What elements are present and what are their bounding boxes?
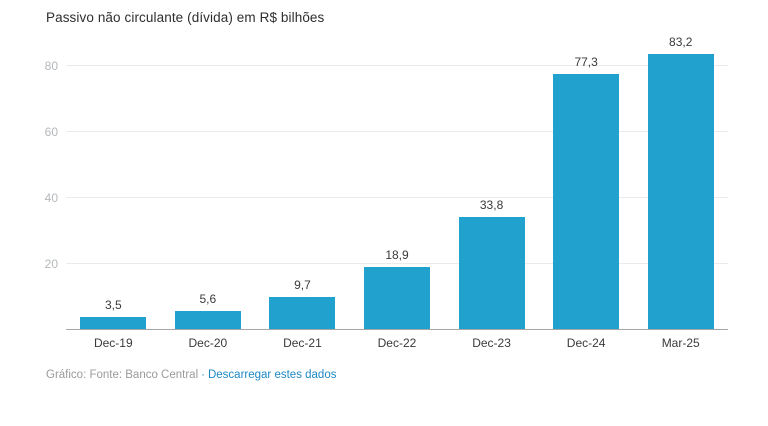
chart-title: Passivo não circulante (dívida) em R$ bi… <box>46 10 325 25</box>
bar-dec-20 <box>174 310 241 329</box>
bar-dec-19 <box>80 317 147 329</box>
footer-separator: · <box>201 369 205 381</box>
chart-footer: Gráfico: Fonte: Banco Central · Descarrega… <box>46 369 336 381</box>
download-data-link[interactable]: Descarregar estes dados <box>207 369 337 381</box>
gridline-80 <box>66 65 728 66</box>
x-tick-label-dec-19: Dec-19 <box>93 336 133 350</box>
x-tick-label-dec-21: Dec-21 <box>283 336 322 350</box>
value-label-dec-23: 33,8 <box>479 198 504 213</box>
x-tick-label-dec-23: Dec-23 <box>472 336 511 350</box>
value-label-dec-21: 9,7 <box>294 278 311 292</box>
y-tick-label-60: 60 <box>44 125 58 139</box>
x-tick-label-dec-22: Dec-22 <box>377 336 417 350</box>
y-tick-label-40: 40 <box>44 191 58 205</box>
value-label-dec-22: 18,9 <box>385 247 409 262</box>
x-tick-label-dec-24: Dec-24 <box>566 336 606 350</box>
bar-dec-21 <box>269 297 336 329</box>
attribution-text: Gráfico: Fonte: Banco Central <box>46 369 199 381</box>
x-axis: Dec-19 Dec-20 Dec-21 Dec-22 Dec-23 Dec-24 Mar-… <box>66 336 728 352</box>
y-tick-label-20: 20 <box>44 257 58 271</box>
x-tick-label-dec-20: Dec-20 <box>188 336 228 350</box>
value-label-mar-25: 83,2 <box>669 35 693 50</box>
value-label-dec-24: 77,3 <box>574 54 598 69</box>
value-label-dec-19: 3,5 <box>104 298 122 313</box>
x-tick-label-mar-25: Mar-25 <box>661 336 700 350</box>
bar-mar-25 <box>647 54 714 329</box>
gridline-20 <box>66 263 728 264</box>
bar-dec-24 <box>553 73 620 329</box>
x-axis-line <box>66 329 728 330</box>
plot-area: 20 40 60 80 3,5 5,6 9,7 18,9 33,8 77,3 83,2 <box>45 35 728 330</box>
bar-dec-23 <box>458 217 525 329</box>
gridline-40 <box>66 197 728 198</box>
y-tick-label-80: 80 <box>44 59 58 73</box>
bar-dec-22 <box>364 266 430 329</box>
gridline-60 <box>66 131 728 132</box>
value-label-dec-20: 5,6 <box>199 291 217 306</box>
